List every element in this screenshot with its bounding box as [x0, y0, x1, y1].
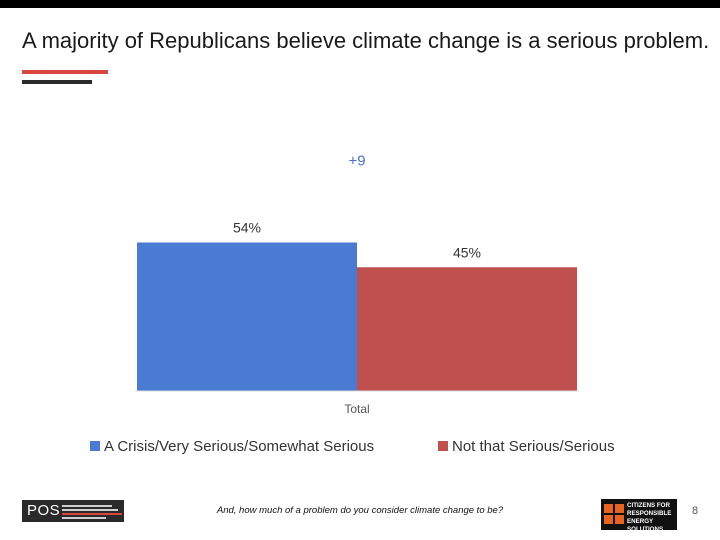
- pos-logo-stripe: [62, 509, 118, 511]
- pos-logo-text: POS: [27, 502, 61, 519]
- chart-legend: A Crisis/Very Serious/Somewhat Serious N…: [0, 438, 720, 458]
- legend-label-crisis: A Crisis/Very Serious/Somewhat Serious: [104, 438, 375, 455]
- category-label: Total: [344, 402, 369, 416]
- bar-chart: 54% 45% Total +9: [135, 153, 579, 416]
- cres-logo-text: CITIZENS FOR RESPONSIBLE ENERGY SOLUTION…: [627, 502, 672, 533]
- pos-logo-stripe: [62, 517, 106, 519]
- top-black-bar: [0, 0, 720, 8]
- legend-item-not-serious: Not that Serious/Serious: [438, 438, 615, 455]
- legend-swatch-crisis: [90, 441, 100, 451]
- survey-question: And, how much of a problem do you consid…: [216, 505, 504, 516]
- pos-logo-stripe: [62, 513, 122, 515]
- bar-value-label: 45%: [453, 244, 481, 260]
- pos-logo-stripe: [62, 505, 112, 507]
- bar-1: [137, 242, 357, 391]
- cres-logo: CITIZENS FOR RESPONSIBLE ENERGY SOLUTION…: [601, 499, 677, 533]
- legend-item-crisis: A Crisis/Very Serious/Somewhat Serious: [90, 438, 374, 455]
- difference-annotation: +9: [348, 153, 365, 170]
- page-number: 8: [692, 505, 699, 517]
- title-accent-red: [22, 70, 108, 74]
- slide-title: A majority of Republicans believe climat…: [22, 28, 710, 53]
- title-accent-dark: [22, 80, 92, 84]
- bar-value-label: 54%: [233, 220, 261, 236]
- cres-logo-mark: [604, 504, 624, 524]
- legend-label-not-serious: Not that Serious/Serious: [452, 438, 615, 455]
- legend-swatch-not-serious: [438, 441, 448, 451]
- bar-2: [357, 267, 577, 391]
- pos-logo: POS: [22, 500, 124, 522]
